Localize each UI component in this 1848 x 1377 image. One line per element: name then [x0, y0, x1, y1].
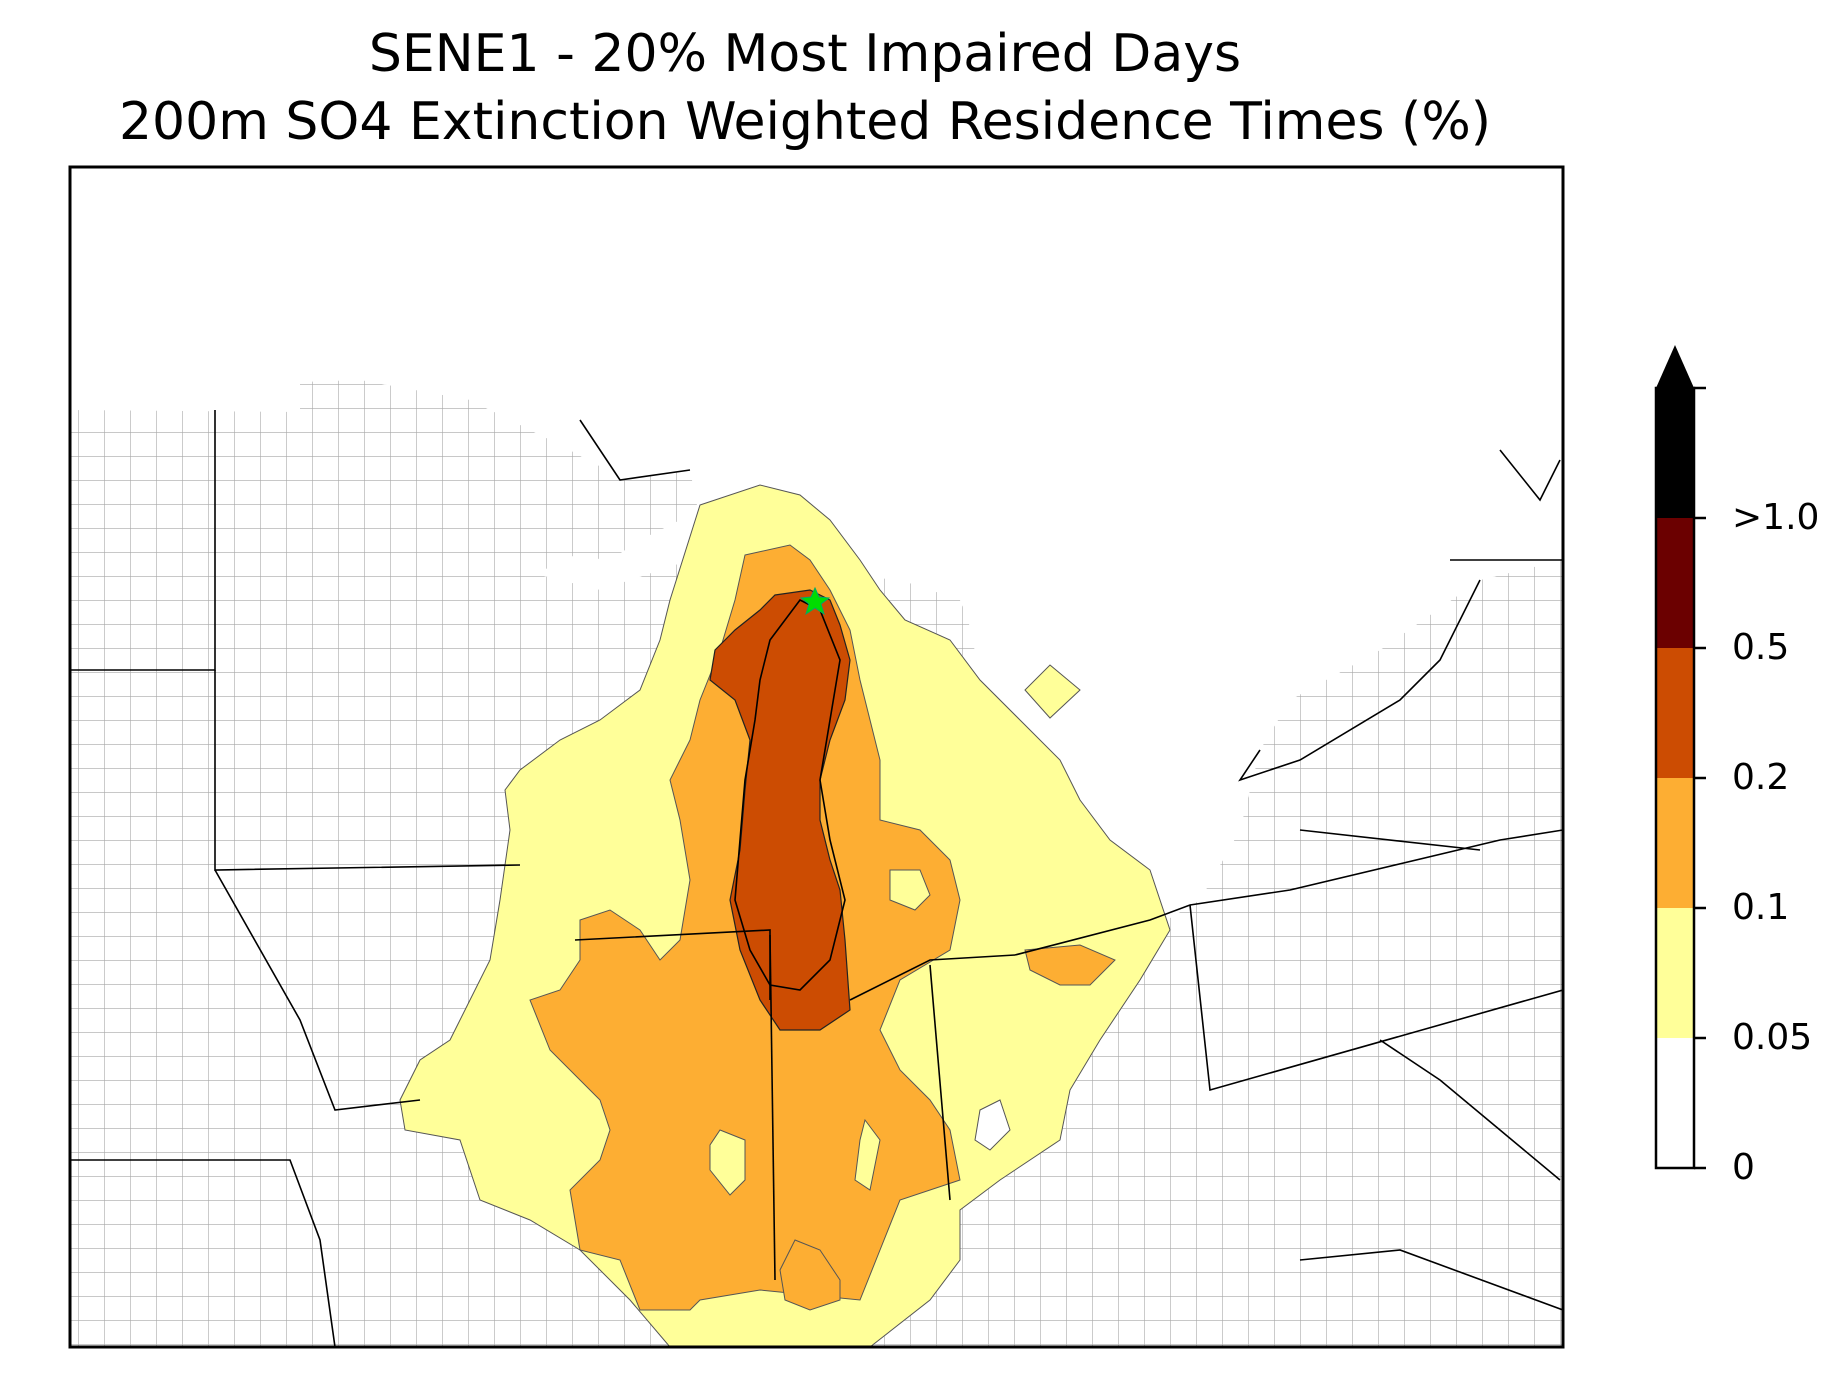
- contour-0-2: [709, 589, 851, 1031]
- map-panel: [70, 380, 1563, 1347]
- colorbar-label-0-2: 0.2: [1732, 757, 1790, 798]
- colorbar-label-0-5: 0.5: [1732, 627, 1790, 668]
- colorbar-bin-0-5: [1656, 518, 1694, 648]
- state-boundaries: [70, 410, 1563, 1347]
- colorbar-ticks: [1694, 386, 1706, 1170]
- colorbar-label-0: 0: [1732, 1147, 1755, 1188]
- colorbar-extend-arrow: [1656, 345, 1694, 388]
- colorbar-bin-1-0-plus: [1656, 388, 1694, 518]
- chart-title-line-2: 200m SO4 Extinction Weighted Residence T…: [118, 92, 1492, 152]
- colorbar: [1654, 345, 1706, 1170]
- receptor-star-marker: [799, 586, 831, 616]
- colorbar-label-0-05: 0.05: [1732, 1017, 1813, 1058]
- map-frame: [68, 165, 1565, 1349]
- colorbar-bin-0-05: [1656, 908, 1694, 1038]
- colorbar-bin-0-1: [1656, 778, 1694, 908]
- colorbar-bin-0: [1656, 1038, 1694, 1168]
- colorbar-bin-0-2: [1656, 648, 1694, 778]
- contour-holes: [709, 869, 1011, 1196]
- colorbar-label-0-1: 0.1: [1732, 887, 1790, 928]
- chart-title-line-1: SENE1 - 20% Most Impaired Days: [368, 24, 1242, 84]
- colorbar-label-1-0-plus: >1.0: [1732, 497, 1820, 538]
